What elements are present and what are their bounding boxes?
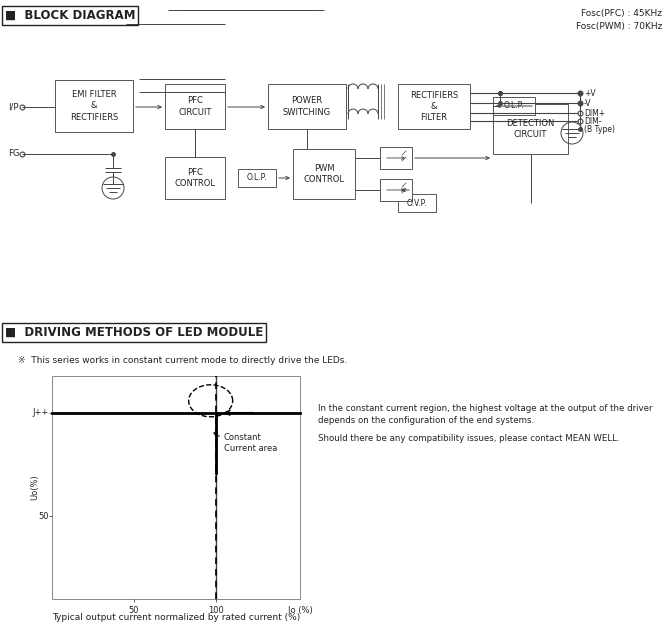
Text: Uo(%): Uo(%)	[31, 475, 40, 500]
Text: Fosc(PFC) : 45KHz
Fosc(PWM) : 70KHz: Fosc(PFC) : 45KHz Fosc(PWM) : 70KHz	[576, 9, 662, 31]
Bar	[398, 84, 470, 129]
Bar	[380, 179, 412, 201]
Bar	[268, 84, 346, 129]
Text: Io (%): Io (%)	[287, 606, 312, 615]
Bar	[165, 84, 225, 129]
Bar	[55, 80, 133, 132]
Text: POWER
SWITCHING: POWER SWITCHING	[283, 96, 331, 117]
Bar	[238, 169, 276, 187]
Text: ■  DRIVING METHODS OF LED MODULE: ■ DRIVING METHODS OF LED MODULE	[5, 326, 263, 339]
Text: PFC
CONTROL: PFC CONTROL	[174, 168, 216, 188]
Text: In the constant current region, the highest voltage at the output of the driver: In the constant current region, the high…	[318, 404, 653, 413]
Bar	[398, 194, 436, 212]
Text: FG: FG	[8, 150, 19, 158]
Text: PFC
CIRCUIT: PFC CIRCUIT	[178, 96, 212, 117]
Text: Constant
Current area: Constant Current area	[224, 433, 277, 453]
Text: 50: 50	[38, 512, 49, 521]
Bar	[293, 149, 355, 199]
Text: O.L.P.: O.L.P.	[504, 101, 524, 110]
Text: -V: -V	[584, 98, 592, 108]
Bar	[52, 376, 300, 599]
Text: depends on the configuration of the end systems.: depends on the configuration of the end …	[318, 416, 534, 425]
Text: Should there be any compatibility issues, please contact MEAN WELL.: Should there be any compatibility issues…	[318, 434, 620, 443]
Bar	[165, 157, 225, 199]
Text: PWM
CONTROL: PWM CONTROL	[304, 164, 344, 184]
Text: I/P: I/P	[8, 103, 19, 112]
Text: 50: 50	[129, 606, 139, 615]
Text: (B Type): (B Type)	[584, 124, 615, 134]
Text: +V: +V	[584, 89, 596, 98]
Bar	[493, 104, 568, 154]
Bar	[380, 147, 412, 169]
Text: DIM-: DIM-	[584, 117, 602, 126]
Text: RECTIFIERS
&
FILTER: RECTIFIERS & FILTER	[410, 91, 458, 122]
Text: 100: 100	[208, 606, 224, 615]
Text: DIM+: DIM+	[584, 108, 605, 117]
Text: O.V.P.: O.V.P.	[407, 198, 427, 207]
Text: ■  BLOCK DIAGRAM: ■ BLOCK DIAGRAM	[5, 9, 135, 22]
Text: ※  This series works in constant current mode to directly drive the LEDs.: ※ This series works in constant current …	[18, 356, 347, 365]
Bar	[493, 97, 535, 115]
Text: J++: J++	[33, 408, 49, 417]
Text: EMI FILTER
&
RECTIFIERS: EMI FILTER & RECTIFIERS	[70, 90, 118, 122]
Text: O.L.P.: O.L.P.	[247, 174, 267, 183]
Text: DETECTION
CIRCUIT: DETECTION CIRCUIT	[507, 119, 555, 139]
Text: Typical output current normalized by rated current (%): Typical output current normalized by rat…	[52, 613, 300, 622]
